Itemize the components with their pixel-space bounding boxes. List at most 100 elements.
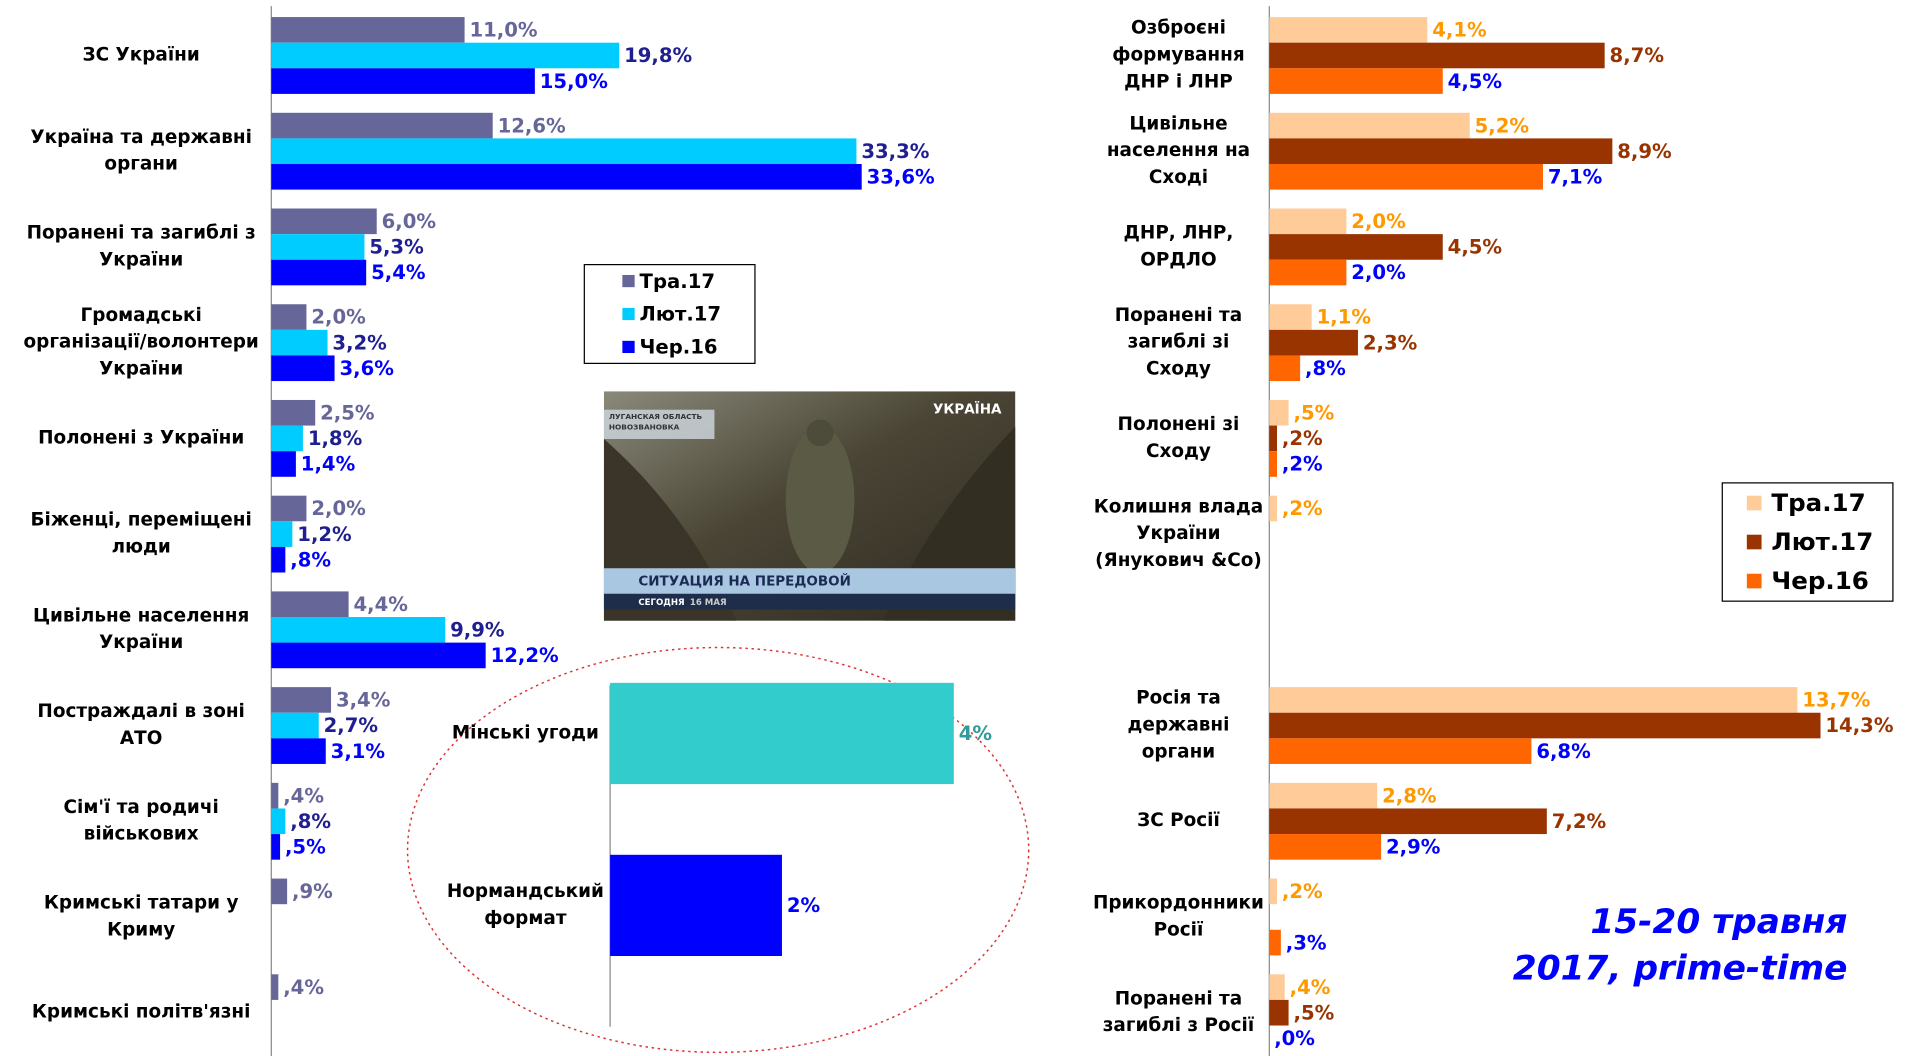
- legend-swatch: [622, 274, 635, 288]
- bar: [271, 495, 307, 522]
- data-label: ,3%: [1286, 931, 1327, 954]
- bar: [1269, 355, 1301, 382]
- data-label: ,0%: [1274, 1027, 1315, 1050]
- data-label: 13,7%: [1802, 689, 1870, 712]
- data-label: ,8%: [290, 810, 331, 833]
- channel-text: УКРАЇНА: [933, 401, 1002, 418]
- bar: [271, 642, 486, 669]
- bar: [1269, 834, 1382, 860]
- bar: [271, 259, 367, 286]
- data-label: 33,3%: [861, 140, 929, 163]
- location-box: [603, 409, 715, 439]
- data-label: 2,7%: [324, 714, 378, 737]
- bar: [1269, 451, 1278, 477]
- data-label: ,8%: [290, 548, 331, 571]
- bar: [1269, 712, 1821, 739]
- data-label: 2,0%: [1351, 261, 1405, 284]
- category-label: Поранені та загиблі з України: [27, 223, 256, 271]
- bar: [271, 164, 862, 190]
- data-label: 4,5%: [1448, 70, 1502, 93]
- data-label: 1,4%: [301, 453, 355, 476]
- bar: [1269, 304, 1312, 330]
- data-label: 2,8%: [1382, 784, 1436, 807]
- data-label: ,4%: [283, 784, 324, 807]
- data-label: ,4%: [283, 976, 324, 999]
- data-label: 8,9%: [1617, 140, 1671, 163]
- bar: [271, 712, 319, 739]
- bar: [1269, 329, 1358, 356]
- data-label: 7,2%: [1552, 810, 1606, 833]
- caption-text: СИТУАЦИЯ НА ПЕРЕДОВОЙ: [638, 573, 851, 590]
- data-label: ,2%: [1282, 453, 1323, 476]
- bar: [1269, 808, 1547, 835]
- data-label: 4,4%: [354, 593, 408, 616]
- bar: [271, 112, 493, 139]
- bar: [271, 738, 326, 764]
- bar: [1269, 42, 1605, 69]
- legend-swatch: [622, 340, 635, 354]
- legend-box: [583, 264, 756, 364]
- data-label: 5,4%: [371, 261, 425, 284]
- bar: [1269, 425, 1278, 452]
- data-label: ,4%: [1290, 976, 1331, 999]
- program-text: СЕГОДНЯ: [638, 598, 684, 608]
- category-label: Україна та державні органи: [30, 127, 252, 175]
- category-label: Полонені з України: [38, 427, 244, 448]
- data-label: 2,0%: [311, 306, 365, 329]
- bar: [271, 617, 446, 643]
- bar: [1269, 929, 1281, 956]
- bar: [271, 329, 328, 356]
- data-label: ,5%: [1293, 402, 1334, 425]
- category-label: Біженці, переміщені люди: [31, 510, 252, 558]
- bar: [271, 425, 303, 452]
- legend-label: Лют.17: [640, 303, 722, 326]
- legend-label: Тра.17: [1771, 488, 1865, 517]
- bar: [271, 234, 365, 260]
- category-label: Цивільне населення на Сході: [1107, 113, 1250, 188]
- data-label: 2,9%: [1386, 836, 1440, 859]
- data-label: ,2%: [1282, 880, 1323, 903]
- category-label: Озброєні формування ДНР і ЛНР: [1112, 18, 1244, 93]
- legend-label: Чер.16: [1771, 566, 1868, 595]
- location-text: ЛУГАНСКАЯ ОБЛАСТЬ НОВОЗВАНОВКА: [609, 412, 703, 431]
- data-label: 4,1%: [1432, 19, 1486, 42]
- bar: [1269, 17, 1428, 43]
- bar: [1269, 687, 1798, 713]
- bar: [271, 808, 286, 835]
- data-label: 4,5%: [1448, 236, 1502, 259]
- data-label: 19,8%: [624, 44, 692, 67]
- data-label: 14,3%: [1825, 714, 1893, 737]
- category-label: ДНР, ЛНР, ОРДЛО: [1124, 223, 1234, 271]
- bar: [271, 687, 332, 713]
- data-label: 5,3%: [369, 236, 423, 259]
- category-label: Кримські політв'язні: [32, 1002, 251, 1023]
- bar: [271, 521, 293, 547]
- legend-label: Лют.17: [1771, 527, 1873, 556]
- bar: [271, 208, 377, 235]
- bar: [1269, 399, 1289, 426]
- bar: [1269, 999, 1289, 1026]
- bar: [1269, 138, 1613, 165]
- data-label: 4%: [959, 722, 992, 745]
- data-label: 3,2%: [332, 331, 386, 354]
- data-label: 8,7%: [1610, 44, 1664, 67]
- bar: [271, 834, 281, 860]
- data-label: ,8%: [1305, 357, 1346, 380]
- category-label: Цивільне населення України: [33, 605, 249, 653]
- bar: [1269, 112, 1470, 139]
- data-label: ,2%: [1282, 427, 1323, 450]
- bar: [271, 42, 620, 69]
- category-label: Кримські татари у Криму: [44, 893, 239, 941]
- bar: [271, 974, 279, 1000]
- data-label: 3,6%: [339, 357, 393, 380]
- category-label: Громадські організації/волонтери України: [24, 305, 259, 380]
- bar: [1269, 234, 1443, 260]
- data-label: 33,6%: [867, 166, 935, 189]
- data-label: 1,8%: [308, 427, 362, 450]
- category-label: Постраждалі в зоні АТО: [37, 701, 244, 749]
- bar: [610, 854, 782, 957]
- bar: [1269, 878, 1278, 905]
- data-label: 1,1%: [1317, 306, 1371, 329]
- category-label: Мінські угоди: [452, 723, 599, 744]
